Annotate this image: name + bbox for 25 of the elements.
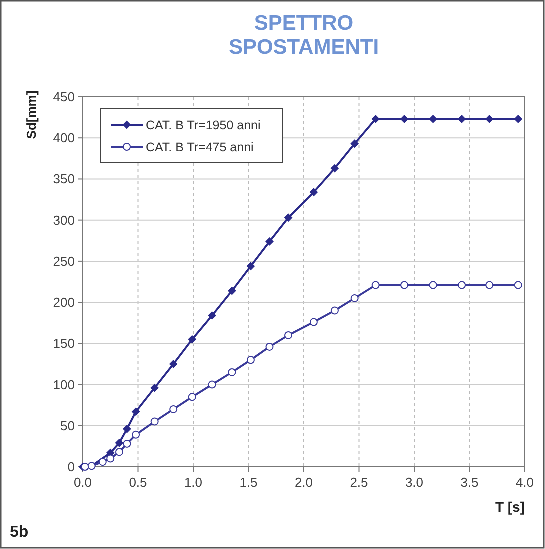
y-tick-label: 250 (53, 254, 75, 269)
y-tick-label: 150 (53, 336, 75, 352)
x-tick-label: 0.0 (74, 475, 92, 490)
x-tick-label: 4.0 (516, 475, 534, 490)
x-tick-label: 1.0 (184, 475, 203, 490)
y-tick-label: 200 (53, 295, 75, 310)
x-tick-label: 2.5 (350, 475, 368, 490)
y-tick-label: 0 (68, 460, 75, 474)
legend-label: CAT. B Tr=475 anni (146, 140, 254, 154)
x-tick-label: 0.5 (129, 475, 148, 490)
y-tick-label: 100 (53, 377, 75, 392)
y-tick-label: 450 (53, 90, 75, 104)
x-tick-label: 1.5 (240, 475, 258, 490)
x-tick-label: 3.0 (405, 475, 424, 490)
y-tick-label: 400 (53, 130, 75, 146)
y-tick-label: 50 (60, 418, 75, 434)
y-tick-label: 350 (53, 172, 75, 187)
x-tick-label: 3.5 (460, 475, 479, 490)
y-tick-label: 300 (53, 212, 75, 228)
text: 5b (10, 524, 29, 541)
legend-label: CAT. B Tr=1950 anni (146, 118, 261, 132)
chart-title: SPETTRO SPOSTAMENTI (228, 12, 380, 59)
x-tick-label: 2.0 (294, 475, 314, 490)
y-axis-title: Sd[mm] (24, 90, 39, 140)
x-axis-title: T [s] (495, 499, 525, 515)
